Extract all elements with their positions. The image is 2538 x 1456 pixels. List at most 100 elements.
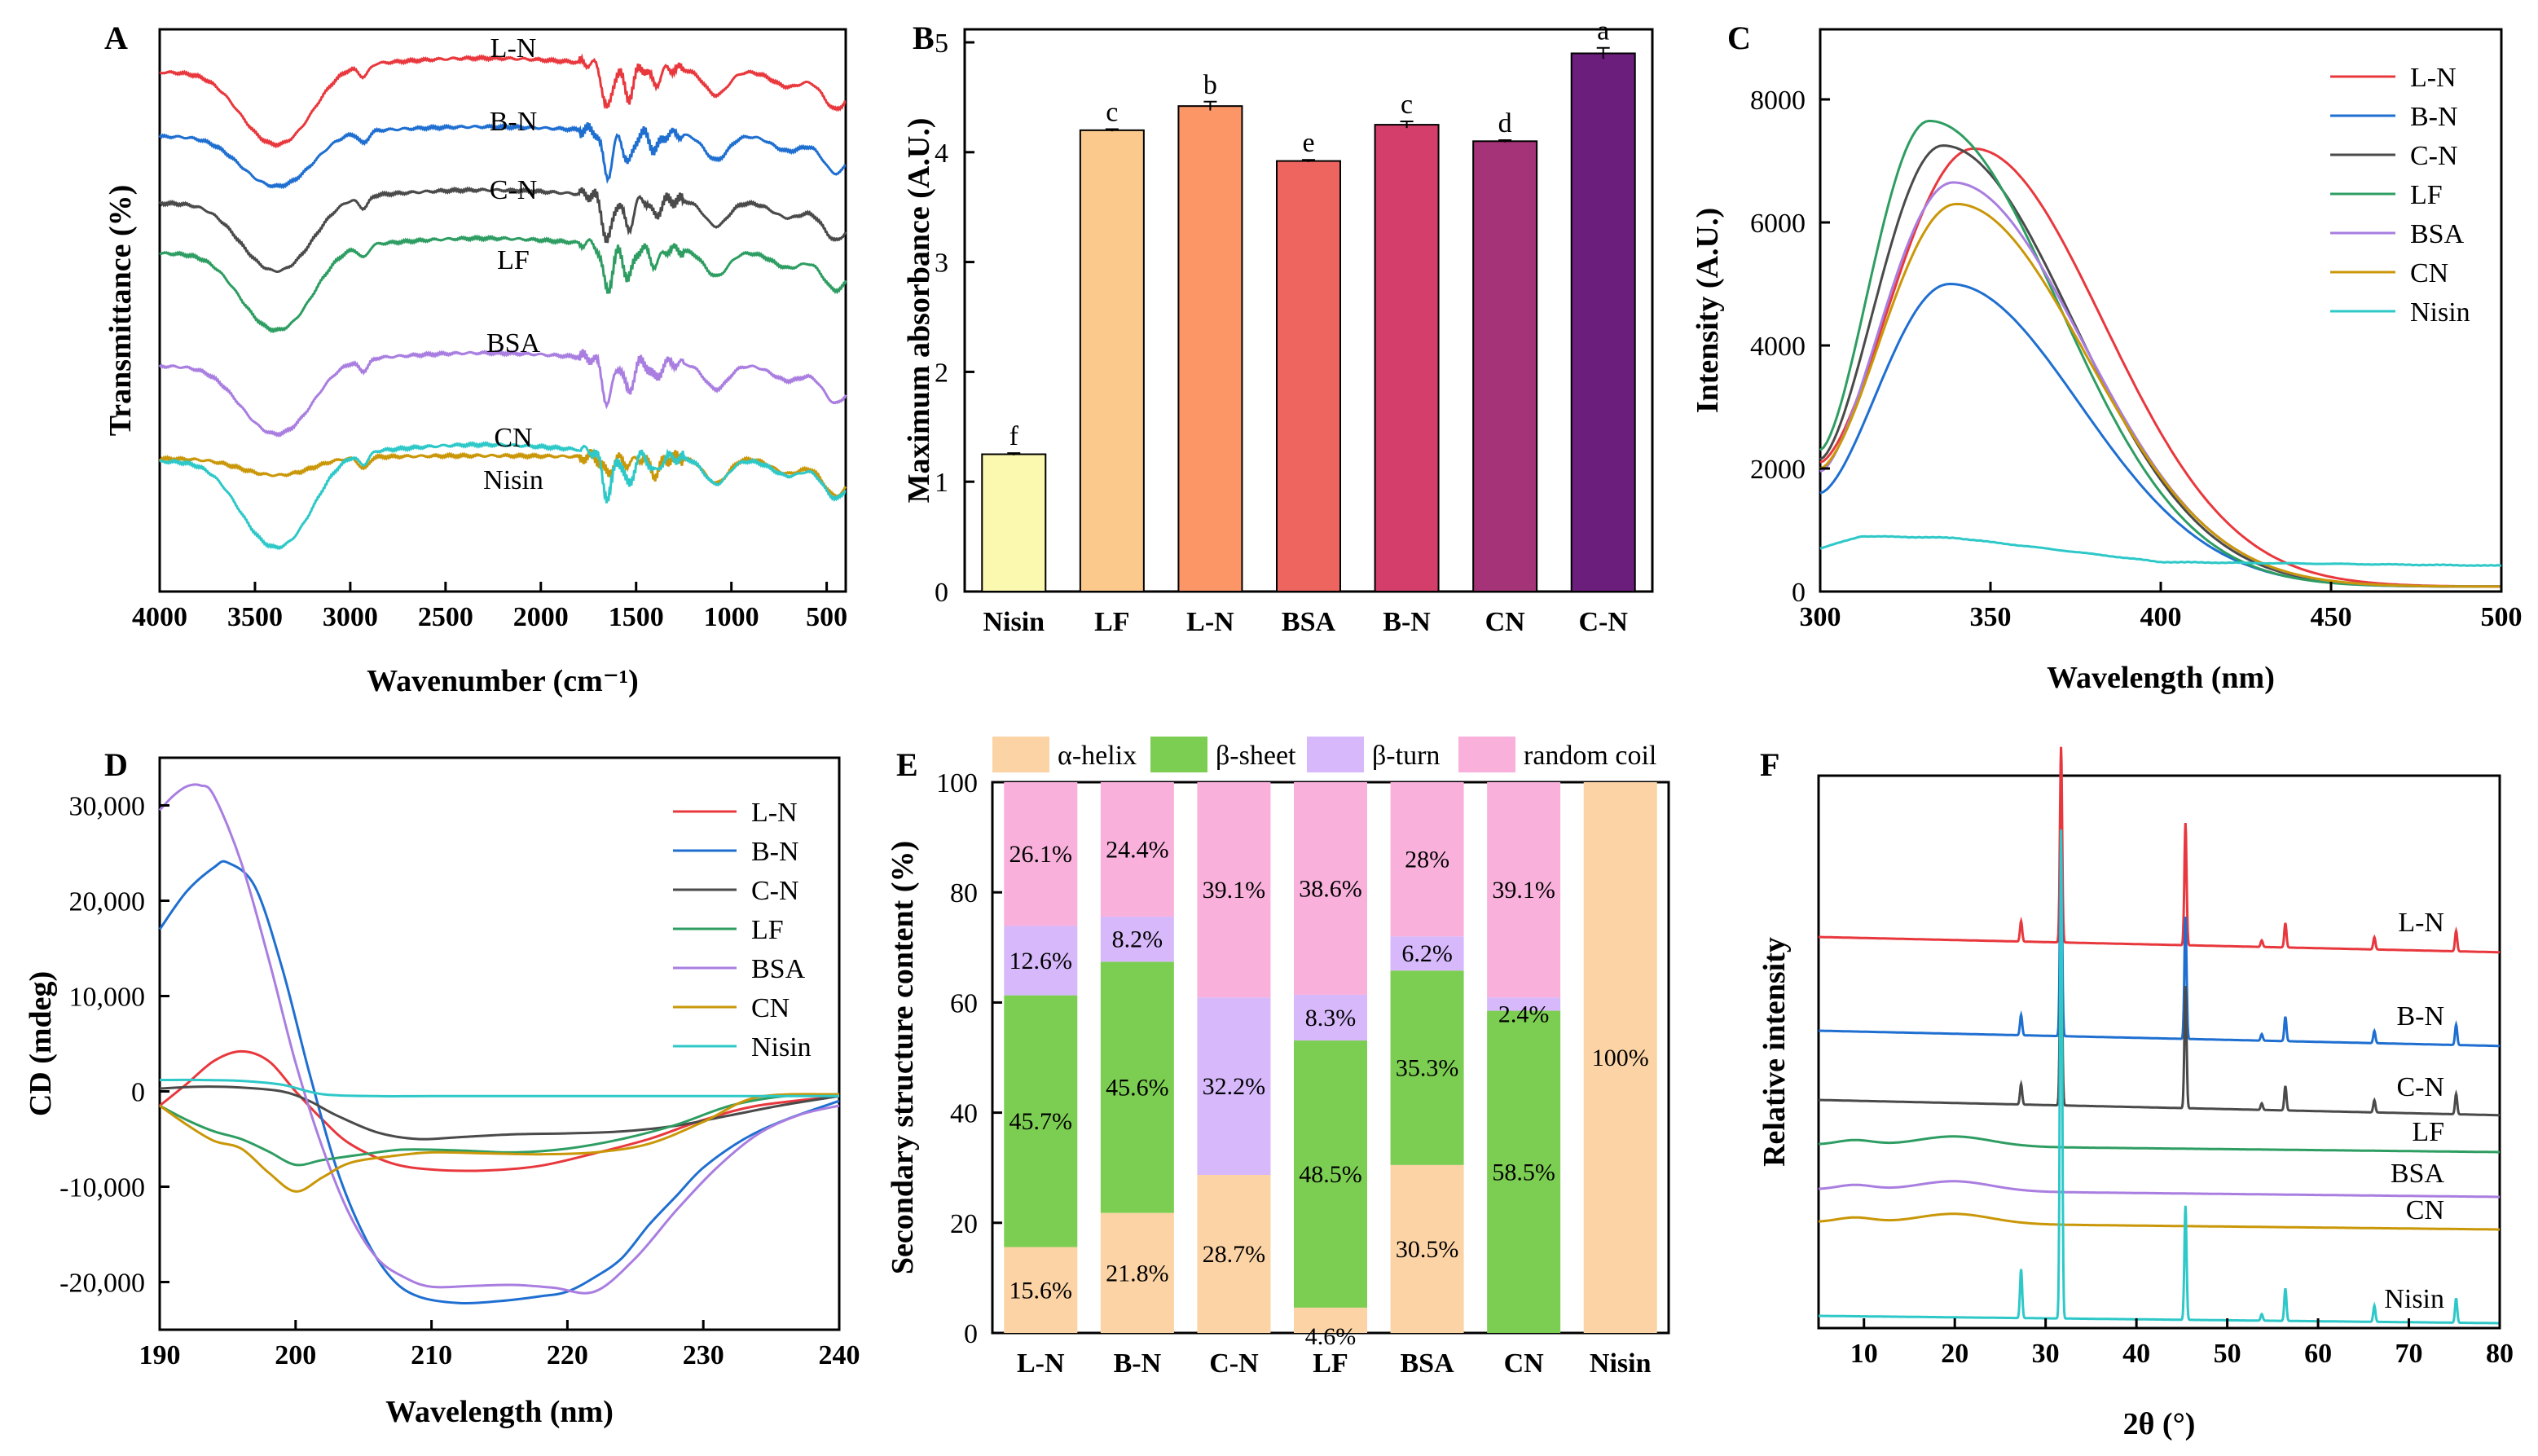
a-label-c-n: C-N bbox=[490, 175, 538, 205]
d-series-lf bbox=[159, 1093, 840, 1167]
c-ytick-label: 0 bbox=[1792, 578, 1806, 608]
panel-e-legend: α-helix β-sheet β-turn random coil bbox=[992, 737, 1656, 772]
a-xtick-label: 4000 bbox=[132, 602, 187, 632]
e-label-cn-sheet: 58.5% bbox=[1492, 1159, 1555, 1185]
c-legend-label-b-n: B-N bbox=[2410, 102, 2458, 132]
c-legend-label-l-n: L-N bbox=[2410, 63, 2457, 93]
b-xtick-b-n: B-N bbox=[1383, 607, 1431, 637]
c-ytick-label: 4000 bbox=[1750, 332, 1806, 362]
panel-f-trace-labels: L-N B-N C-N LF BSA CN Nisin bbox=[2384, 908, 2444, 1314]
panel-f-series bbox=[1818, 746, 2501, 1325]
d-legend-label-bsa: BSA bbox=[751, 954, 806, 984]
e-label-lf-turn: 8.3% bbox=[1305, 1005, 1357, 1032]
d-xtick-label: 220 bbox=[547, 1340, 588, 1370]
c-series-nisin bbox=[1819, 534, 2502, 567]
c-xtick-label: 300 bbox=[1800, 602, 1841, 632]
b-bar-nisin bbox=[981, 453, 1047, 592]
b-ytick-label: 5 bbox=[935, 29, 948, 59]
e-seg-b-n-helix bbox=[1100, 1212, 1174, 1333]
b-xtick-cn: CN bbox=[1485, 607, 1526, 637]
e-label-bsa-turn: 6.2% bbox=[1401, 940, 1453, 967]
d-series-l-n bbox=[159, 1049, 840, 1172]
panel-label-e: E bbox=[896, 746, 918, 783]
panel-d-legend: L-N B-N C-N LF BSA CN Nisin bbox=[673, 798, 812, 1062]
e-seg-bsa-sheet bbox=[1390, 970, 1464, 1165]
b-bar-cn bbox=[1472, 140, 1538, 592]
e-label-bsa-helix: 30.5% bbox=[1396, 1236, 1459, 1263]
panel-f-frame bbox=[1817, 774, 2501, 1330]
c-legend-label-nisin: Nisin bbox=[2410, 297, 2470, 328]
panel-b-absorbance: 0 1 2 3 4 5 f Nisin c LF b L-N e BSA c B-N d CN a C-N Maxi… bbox=[902, 16, 1654, 637]
a-series-bsa bbox=[158, 349, 847, 438]
panel-a-frame bbox=[158, 28, 847, 593]
d-xtick-label: 200 bbox=[275, 1340, 316, 1370]
f-xtick-label: 20 bbox=[1941, 1339, 1968, 1369]
e-label-cn-turn: 2.4% bbox=[1498, 1001, 1550, 1028]
e-legend-label-helix: α-helix bbox=[1058, 741, 1137, 771]
e-xtick-lf: LF bbox=[1313, 1348, 1348, 1379]
f-xtick-label: 80 bbox=[2486, 1339, 2514, 1369]
a-xtick-label: 2000 bbox=[513, 602, 569, 632]
a-series-lf bbox=[159, 234, 847, 334]
panel-e-secondary-structure: α-helix β-sheet β-turn random coil 15.6% 45.… bbox=[886, 737, 1670, 1379]
e-ytick-label: 80 bbox=[950, 878, 978, 908]
e-legend-swatch-helix bbox=[992, 737, 1049, 772]
a-xtick-label: 1500 bbox=[609, 602, 664, 632]
panel-d-x-ticks: 190 200 210 220 230 240 bbox=[139, 1320, 860, 1370]
c-xtick-label: 400 bbox=[2140, 602, 2182, 632]
a-series-cn bbox=[158, 449, 847, 499]
panel-d-x-label: Wavelength (nm) bbox=[385, 1395, 614, 1429]
e-label-b-n-turn: 8.2% bbox=[1112, 926, 1163, 953]
e-label-l-n-helix: 15.6% bbox=[1009, 1277, 1073, 1304]
c-legend-label-lf: LF bbox=[2410, 180, 2443, 210]
panel-e-bars: 15.6% 45.7% 12.6% 26.1% L-N 21.8% 45.6% 8.2% 24.… bbox=[1004, 782, 1657, 1379]
panel-a-series bbox=[158, 53, 847, 551]
b-letter-l-n: b bbox=[1203, 70, 1217, 100]
d-series-cn bbox=[159, 1093, 840, 1193]
e-seg-lf-helix bbox=[1294, 1307, 1367, 1333]
e-legend-label-sheet: β-sheet bbox=[1216, 741, 1296, 771]
a-xtick-label: 1000 bbox=[704, 602, 759, 632]
e-seg-c-n-turn bbox=[1197, 997, 1271, 1175]
a-label-l-n: L-N bbox=[490, 33, 537, 64]
b-bar-b-n bbox=[1374, 124, 1440, 593]
e-seg-bsa-helix bbox=[1390, 1164, 1464, 1333]
d-ytick-label: 20,000 bbox=[69, 887, 146, 917]
panel-a-x-ticks: 4000 3500 3000 2500 2000 1500 1000 500 bbox=[132, 582, 847, 632]
e-xtick-c-n: C-N bbox=[1209, 1348, 1259, 1379]
b-xtick-lf: LF bbox=[1094, 607, 1129, 637]
c-ytick-label: 6000 bbox=[1750, 209, 1806, 239]
f-label-cn: CN bbox=[2406, 1195, 2444, 1225]
c-ytick-label: 8000 bbox=[1750, 86, 1806, 116]
a-xtick-label: 3000 bbox=[323, 602, 378, 632]
b-ytick-label: 2 bbox=[935, 358, 948, 388]
e-label-b-n-random-coil: 24.4% bbox=[1106, 836, 1169, 863]
a-xtick-label: 3500 bbox=[227, 602, 283, 632]
d-ytick-label: 30,000 bbox=[69, 792, 146, 822]
e-seg-cn-turn bbox=[1487, 997, 1561, 1011]
b-bar-bsa bbox=[1276, 160, 1341, 593]
e-label-l-n-sheet: 45.7% bbox=[1009, 1108, 1073, 1135]
e-label-c-n-random-coil: 39.1% bbox=[1203, 877, 1266, 904]
f-label-b-n: B-N bbox=[2396, 1001, 2444, 1032]
d-series-nisin bbox=[159, 1078, 839, 1097]
e-label-lf-sheet: 48.5% bbox=[1299, 1161, 1362, 1188]
e-seg-nisin-helix bbox=[1583, 782, 1657, 1333]
e-seg-lf-sheet bbox=[1294, 1040, 1367, 1308]
a-xtick-label: 500 bbox=[806, 602, 847, 632]
panel-c-y-ticks: 0 2000 4000 6000 8000 bbox=[1750, 86, 1830, 608]
d-xtick-label: 190 bbox=[139, 1340, 181, 1370]
b-xtick-l-n: L-N bbox=[1186, 607, 1234, 637]
d-legend-label-c-n: C-N bbox=[751, 876, 799, 906]
panel-a-trace-labels: L-N B-N C-N LF BSA CN Nisin bbox=[483, 33, 543, 495]
b-bar-c-n bbox=[1570, 52, 1636, 593]
f-series-bsa bbox=[1818, 1180, 2500, 1199]
b-ytick-label: 3 bbox=[935, 249, 948, 279]
b-bar-lf bbox=[1079, 129, 1145, 592]
e-seg-c-n-helix bbox=[1197, 1174, 1271, 1333]
e-legend-label-random-coil: random coil bbox=[1524, 741, 1656, 771]
f-label-lf: LF bbox=[2412, 1117, 2444, 1147]
b-letter-lf: c bbox=[1106, 97, 1118, 127]
c-series-cn bbox=[1819, 202, 2501, 588]
